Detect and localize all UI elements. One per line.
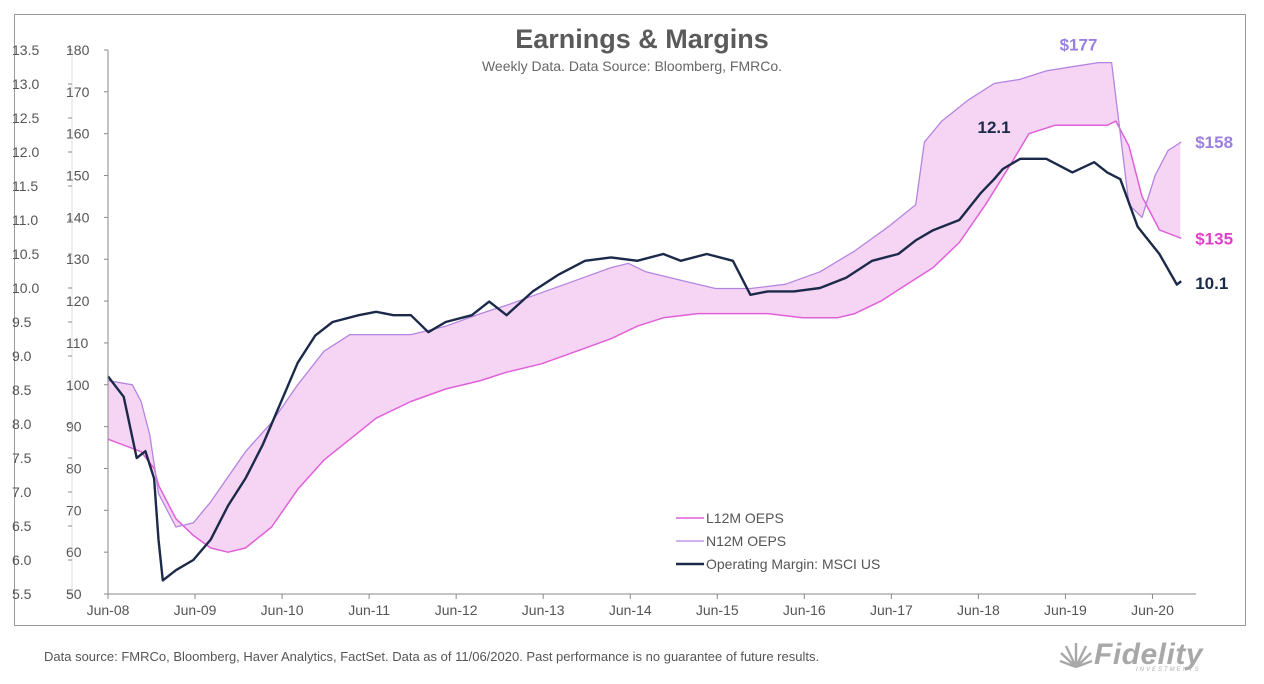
left-tick-label: 11.0 xyxy=(12,212,38,228)
left-tick-label: 10.5 xyxy=(12,246,39,262)
right-tick-label: 90 xyxy=(66,419,82,435)
fidelity-submark: INVESTMENTS xyxy=(1136,667,1201,673)
callout-label: 10.1 xyxy=(1195,274,1228,293)
x-tick-label: Jun-17 xyxy=(870,602,913,618)
annotation-layer: $177 12.1 $158 $135 10.1 xyxy=(978,36,1234,294)
right-tick-label: 140 xyxy=(66,209,90,225)
left-tick-label: 13.5 xyxy=(12,42,39,58)
x-tick-label: Jun-12 xyxy=(435,602,478,618)
right-tick-label: 180 xyxy=(66,42,90,58)
operating-margin-msci-us-line xyxy=(107,157,1182,582)
right-tick-label: 100 xyxy=(66,377,90,393)
chart-title: Earnings & Margins xyxy=(515,24,769,54)
l12m-oeps-line xyxy=(107,120,1182,553)
x-tick-label: Jun-19 xyxy=(1044,602,1087,618)
chart-legend: L12M OEPS N12M OEPS Operating Margin: MSCI… xyxy=(676,510,880,572)
right-tick-label: 130 xyxy=(66,251,90,267)
callout-label: $177 xyxy=(1060,36,1098,55)
legend-label: Operating Margin: MSCI US xyxy=(706,556,880,572)
left-tick-label: 7.0 xyxy=(12,484,32,500)
chart-subtitle: Weekly Data. Data Source: Bloomberg, FMR… xyxy=(482,58,782,74)
earnings-margins-chart: Earnings & Margins Weekly Data. Data Sou… xyxy=(12,24,1234,618)
shaded-band-layer xyxy=(108,62,1181,553)
shaded-band xyxy=(108,62,1181,553)
x-tick-label: Jun-11 xyxy=(348,602,390,618)
right-tick-label: 150 xyxy=(66,168,90,184)
left-tick-label: 8.0 xyxy=(12,416,32,432)
chart-frame xyxy=(14,14,1246,626)
left-tick-label: 6.0 xyxy=(12,552,32,568)
left-tick-label: 5.5 xyxy=(12,586,32,602)
x-tick-label: Jun-18 xyxy=(957,602,1000,618)
left-tick-label: 13.0 xyxy=(12,76,39,92)
x-tick-label: Jun-15 xyxy=(696,602,739,618)
left-tick-label: 8.5 xyxy=(12,382,32,398)
right-tick-label: 50 xyxy=(66,586,82,602)
right-tick-label: 70 xyxy=(66,502,82,518)
right-tick-label: 120 xyxy=(66,293,90,309)
fidelity-logo: Fidelity INVESTMENTS xyxy=(1058,634,1203,676)
right-tick-label: 80 xyxy=(66,460,82,476)
left-tick-label: 9.0 xyxy=(12,348,32,364)
left-tick-label: 7.5 xyxy=(12,450,32,466)
legend-label: L12M OEPS xyxy=(706,510,784,526)
left-tick-label: 9.5 xyxy=(12,314,32,330)
right-tick-label: 170 xyxy=(66,84,90,100)
callout-label: 12.1 xyxy=(978,118,1011,137)
left-tick-label: 12.0 xyxy=(12,144,39,160)
left-tick-label: 10.0 xyxy=(12,280,39,296)
fidelity-mark-icon xyxy=(1059,643,1093,669)
callout-label: $158 xyxy=(1195,133,1233,152)
fidelity-wordmark: Fidelity xyxy=(1094,638,1204,671)
callout-label: $135 xyxy=(1195,229,1233,248)
axes-layer: 5.5 6.0 6.5 7.0 7.5 8.0 8.5 9.0 9.5 10.0 10.5 11.0 1… xyxy=(12,42,1196,618)
footer-note: Data source: FMRCo, Bloomberg, Haver Ana… xyxy=(44,649,820,664)
x-tick-label: Jun-10 xyxy=(261,602,304,618)
x-tick-label: Jun-20 xyxy=(1131,602,1174,618)
x-tick-label: Jun-16 xyxy=(783,602,826,618)
series-layer xyxy=(107,61,1182,582)
x-tick-label: Jun-08 xyxy=(87,602,130,618)
n12m-oeps-line xyxy=(107,61,1182,528)
right-tick-label: 60 xyxy=(66,544,82,560)
x-tick-label: Jun-09 xyxy=(174,602,217,618)
right-tick-label: 110 xyxy=(66,335,89,351)
x-tick-label: Jun-14 xyxy=(609,602,652,618)
x-tick-label: Jun-13 xyxy=(522,602,565,618)
right-tick-label: 160 xyxy=(66,126,90,142)
left-tick-label: 6.5 xyxy=(12,518,32,534)
left-tick-label: 12.5 xyxy=(12,110,39,126)
legend-label: N12M OEPS xyxy=(706,533,786,549)
left-tick-label: 11.5 xyxy=(12,178,38,194)
